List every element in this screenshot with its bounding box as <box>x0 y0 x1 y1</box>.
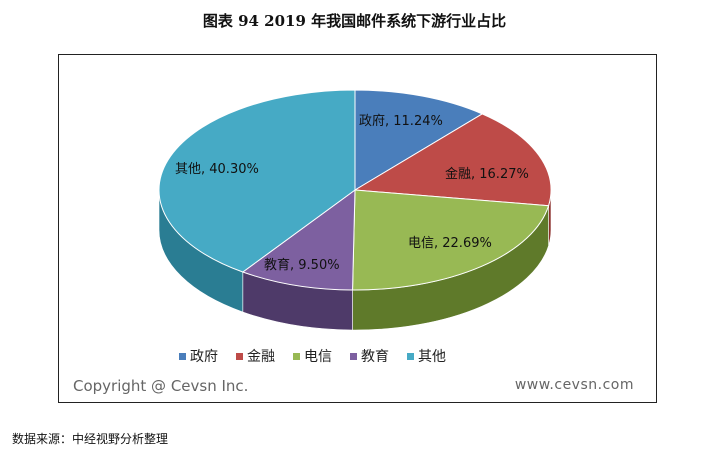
legend-item-4: 其他 <box>407 346 446 366</box>
data-label-3: 教育, 9.50% <box>264 257 340 273</box>
data-label-2: 电信, 22.69% <box>408 236 492 251</box>
legend-swatch <box>407 352 414 360</box>
pie-top-faces <box>158 89 552 291</box>
legend-item-2: 电信 <box>293 346 332 366</box>
source-note: 数据来源：中经视野分析整理 <box>12 432 169 446</box>
figure-title: 图表 94 2019 年我国邮件系统下游行业占比 <box>202 12 507 30</box>
site-watermark: www.cevsn.com <box>514 377 634 393</box>
legend-label: 政府 <box>190 349 218 365</box>
pie-slice-1 <box>353 113 552 207</box>
legend-swatch <box>293 352 300 360</box>
data-label-0: 政府, 11.24% <box>359 114 443 129</box>
legend-label: 其他 <box>418 349 446 365</box>
legend-swatch <box>236 352 243 360</box>
chart-legend: 政府 金融 电信 教育 其他 <box>179 346 559 366</box>
legend-swatch <box>179 352 186 360</box>
pie-slice-4 <box>158 89 356 273</box>
legend-swatch <box>350 352 357 360</box>
legend-label: 教育 <box>361 349 389 365</box>
pie-chart: 政府, 11.24% 金融, 16.27% 电信, 22.69% 教育, 9.50% 其… <box>158 89 552 331</box>
pie-slice-0 <box>354 89 484 191</box>
chart-area: 政府, 11.24% 金融, 16.27% 电信, 22.69% 教育, 9.50% 其… <box>58 54 657 403</box>
copyright-watermark: Copyright @ Cevsn Inc. <box>73 377 249 395</box>
data-label-4: 其他, 40.30% <box>175 162 259 177</box>
pie-slice-2 <box>352 189 550 291</box>
legend-item-3: 教育 <box>350 346 389 366</box>
pie-slice-3 <box>241 188 356 291</box>
legend-item-1: 金融 <box>236 346 275 366</box>
legend-item-0: 政府 <box>179 346 218 366</box>
legend-label: 电信 <box>304 349 332 365</box>
legend-label: 金融 <box>247 349 275 365</box>
data-label-1: 金融, 16.27% <box>445 166 529 182</box>
